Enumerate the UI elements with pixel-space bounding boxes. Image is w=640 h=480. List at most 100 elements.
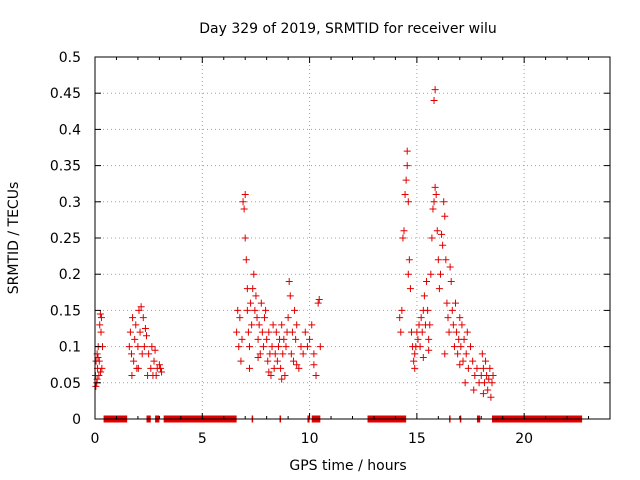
data-point-marker — [137, 303, 145, 311]
data-point-marker — [489, 372, 497, 380]
data-point-marker — [130, 357, 138, 365]
data-point-marker — [125, 343, 133, 351]
data-point-marker — [270, 364, 278, 372]
data-point-marker — [485, 375, 493, 383]
data-point-marker — [445, 328, 453, 336]
data-point-marker — [483, 372, 491, 380]
data-point-marker — [433, 227, 441, 235]
data-point-marker — [95, 372, 103, 380]
data-point-marker — [128, 372, 136, 380]
data-point-marker — [405, 256, 413, 264]
data-point-marker — [263, 335, 271, 343]
data-point-marker — [151, 346, 159, 354]
data-point-marker — [411, 350, 419, 358]
y-tick-label: 0.15 — [50, 303, 81, 319]
data-point-marker — [269, 321, 277, 329]
data-point-marker — [428, 234, 436, 242]
data-point-marker — [242, 256, 250, 264]
y-axis-title: SRMTID / TECUs — [6, 182, 22, 295]
data-point-marker — [150, 357, 158, 365]
data-point-marker — [148, 343, 156, 351]
data-point-marker — [278, 321, 286, 329]
data-point-marker — [434, 256, 442, 264]
data-point-marker — [403, 147, 411, 155]
data-point-marker — [259, 343, 267, 351]
data-point-marker — [252, 292, 260, 300]
data-point-marker — [480, 379, 488, 387]
data-point-marker — [400, 227, 408, 235]
data-point-marker — [235, 343, 243, 351]
data-point-marker — [97, 368, 105, 376]
data-point-marker — [457, 343, 465, 351]
y-tick-label: 0.45 — [50, 86, 81, 102]
data-point-marker — [239, 198, 247, 206]
data-point-marker — [473, 364, 481, 372]
data-point-marker — [460, 335, 468, 343]
data-point-marker — [281, 372, 289, 380]
data-point-marker — [97, 314, 105, 322]
data-point-marker — [470, 386, 478, 394]
data-point-marker — [448, 306, 456, 314]
data-point-marker — [425, 346, 433, 354]
chart-title: Day 329 of 2019, SRMTID for receiver wil… — [199, 21, 497, 37]
data-point-marker — [446, 263, 454, 271]
data-point-marker — [453, 328, 461, 336]
data-point-marker — [131, 335, 139, 343]
data-point-marker — [438, 230, 446, 238]
data-point-marker — [442, 256, 450, 264]
data-point-marker — [246, 364, 253, 372]
data-point-marker — [429, 205, 437, 213]
data-point-marker — [241, 191, 249, 199]
data-point-marker — [449, 321, 457, 329]
data-point-marker — [312, 372, 320, 380]
data-point-marker — [424, 306, 432, 314]
x-tick-label: 10 — [301, 431, 319, 447]
data-point-marker — [397, 328, 405, 336]
data-point-marker — [282, 343, 290, 351]
data-point-marker — [410, 357, 418, 365]
data-point-marker — [257, 299, 265, 307]
data-point-marker — [272, 328, 280, 336]
data-point-marker — [156, 364, 164, 372]
data-point-marker — [96, 310, 104, 318]
data-point-marker — [268, 343, 276, 351]
data-point-marker — [411, 364, 419, 372]
data-point-marker — [240, 205, 248, 213]
data-point-marker — [152, 372, 160, 380]
data-point-marker — [265, 328, 273, 336]
data-point-marker — [129, 314, 137, 322]
data-point-marker — [299, 350, 307, 358]
data-point-marker — [251, 306, 259, 314]
data-point-marker — [415, 321, 423, 329]
data-point-marker — [95, 357, 103, 365]
data-point-marker — [399, 234, 407, 242]
data-point-marker — [250, 270, 258, 278]
data-point-marker — [315, 296, 323, 304]
data-point-marker — [458, 321, 466, 329]
data-point-marker — [98, 364, 106, 372]
data-point-marker — [420, 292, 428, 300]
data-point-marker — [135, 306, 143, 314]
data-point-marker — [277, 364, 285, 372]
data-point-marker — [456, 314, 464, 322]
data-points — [91, 86, 497, 401]
y-tick-label: 0.05 — [50, 376, 81, 392]
data-point-marker — [419, 353, 427, 361]
data-point-marker — [267, 372, 275, 380]
data-point-marker — [484, 386, 492, 394]
plot-frame — [94, 56, 611, 420]
data-point-marker — [291, 306, 299, 314]
x-axis-title: GPS time / hours — [289, 458, 406, 474]
y-tick-label: 0.5 — [59, 50, 81, 66]
data-point-marker — [444, 314, 452, 322]
data-point-marker — [487, 393, 495, 401]
data-point-marker — [441, 350, 449, 358]
data-point-marker — [293, 321, 301, 329]
data-point-marker — [436, 270, 444, 278]
y-tick-labels: 0 0.05 0.1 0.15 0.2 0.25 0.3 0.35 0.4 0.45 0.5 — [50, 50, 81, 428]
y-tick-label: 0.1 — [59, 340, 81, 356]
x-tick-label: 15 — [408, 431, 426, 447]
data-point-marker — [440, 198, 448, 206]
data-point-marker — [461, 379, 469, 387]
data-point-marker — [396, 314, 404, 322]
